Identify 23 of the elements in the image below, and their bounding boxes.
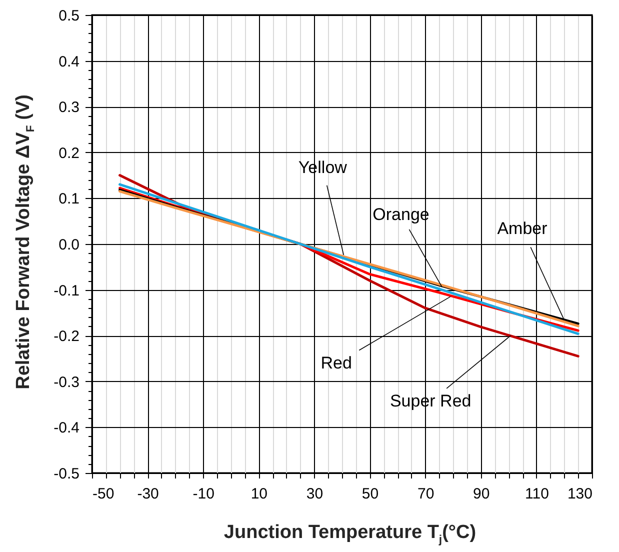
x-axis-title: Junction Temperature T$_{j}$(°C)	[224, 522, 476, 546]
y-tick-label: 0.5	[58, 8, 80, 24]
y-tick-label: 0.0	[58, 236, 80, 254]
x-tick-label: 90	[473, 486, 490, 502]
x-tick-label: -50	[92, 486, 114, 502]
x-tick-label: -30	[137, 486, 159, 502]
y-tick-label: 0.2	[58, 144, 80, 162]
x-tick-label: 70	[417, 486, 434, 502]
y-tick-label: -0.4	[54, 420, 80, 437]
y-tick-label: 0.4	[58, 53, 80, 70]
x-tick-label: 30	[306, 486, 324, 502]
y-tick-label: 0.3	[58, 99, 80, 116]
y-tick-label: -0.5	[54, 466, 80, 482]
y-tick-label: 0.1	[58, 190, 80, 208]
x-tick-label: 50	[362, 486, 379, 502]
y-tick-label: -0.1	[54, 282, 80, 300]
x-tick-label: 110	[524, 486, 549, 502]
y-tick-label: -0.3	[54, 374, 80, 391]
annotation: Red	[320, 354, 352, 373]
x-tick-label: 130	[567, 486, 592, 502]
y-tick-label: -0.2	[54, 328, 80, 346]
x-tick-label: 10	[250, 486, 268, 502]
x-tick-label: -10	[192, 486, 214, 502]
